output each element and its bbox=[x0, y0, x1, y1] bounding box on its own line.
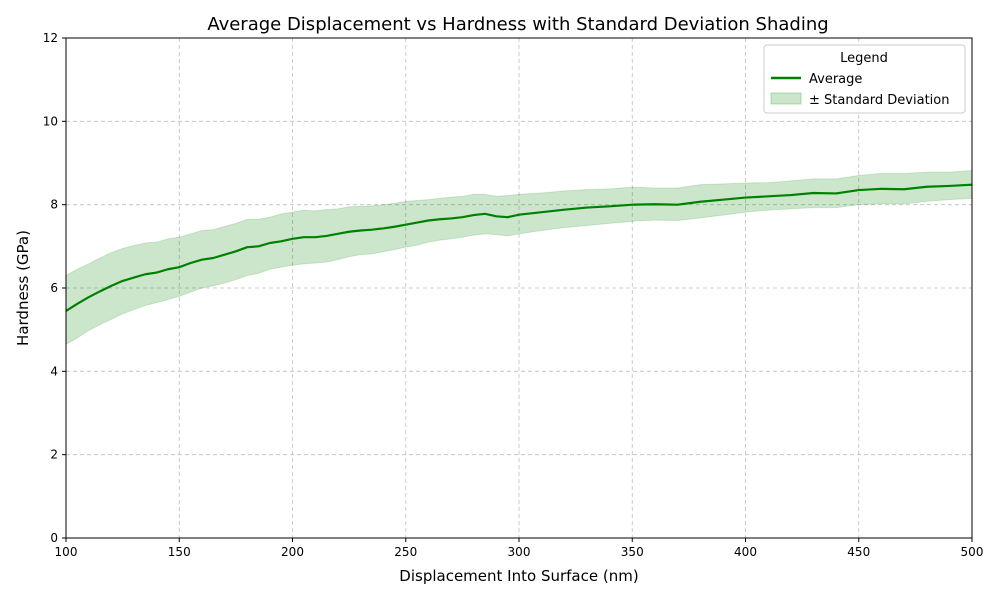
legend-std-swatch bbox=[770, 92, 802, 105]
x-tick-label: 200 bbox=[281, 545, 304, 559]
x-tick-label: 450 bbox=[847, 545, 870, 559]
y-tick-label: 12 bbox=[43, 31, 58, 45]
x-tick-label: 350 bbox=[621, 545, 644, 559]
legend-title: Legend bbox=[840, 51, 888, 66]
y-axis-ticks: 0 2 4 6 8 10 12 bbox=[43, 31, 66, 545]
y-axis-label: Hardness (GPa) bbox=[14, 230, 32, 346]
average-line-layer bbox=[65, 183, 973, 312]
y-tick-label: 8 bbox=[50, 198, 58, 212]
x-axis-label: Displacement Into Surface (nm) bbox=[399, 567, 638, 585]
legend-average-label: Average bbox=[809, 72, 862, 87]
y-tick-label: 0 bbox=[50, 531, 58, 545]
chart-title: Average Displacement vs Hardness with St… bbox=[207, 14, 828, 35]
average-line bbox=[65, 183, 973, 312]
y-tick-label: 4 bbox=[50, 364, 58, 378]
y-tick-label: 10 bbox=[43, 114, 58, 128]
x-tick-label: 100 bbox=[55, 545, 78, 559]
x-tick-label: 300 bbox=[508, 545, 531, 559]
legend: Legend Average ± Standard Deviation bbox=[763, 44, 966, 114]
x-tick-label: 250 bbox=[394, 545, 417, 559]
x-tick-label: 500 bbox=[961, 545, 984, 559]
legend-box bbox=[763, 44, 966, 114]
legend-std-label: ± Standard Deviation bbox=[809, 93, 949, 108]
y-tick-label: 2 bbox=[50, 448, 58, 462]
x-axis-ticks: 100 150 200 250 300 350 400 450 500 bbox=[55, 538, 984, 559]
y-tick-label: 6 bbox=[50, 281, 58, 295]
x-tick-label: 400 bbox=[734, 545, 757, 559]
x-tick-label: 150 bbox=[168, 545, 191, 559]
